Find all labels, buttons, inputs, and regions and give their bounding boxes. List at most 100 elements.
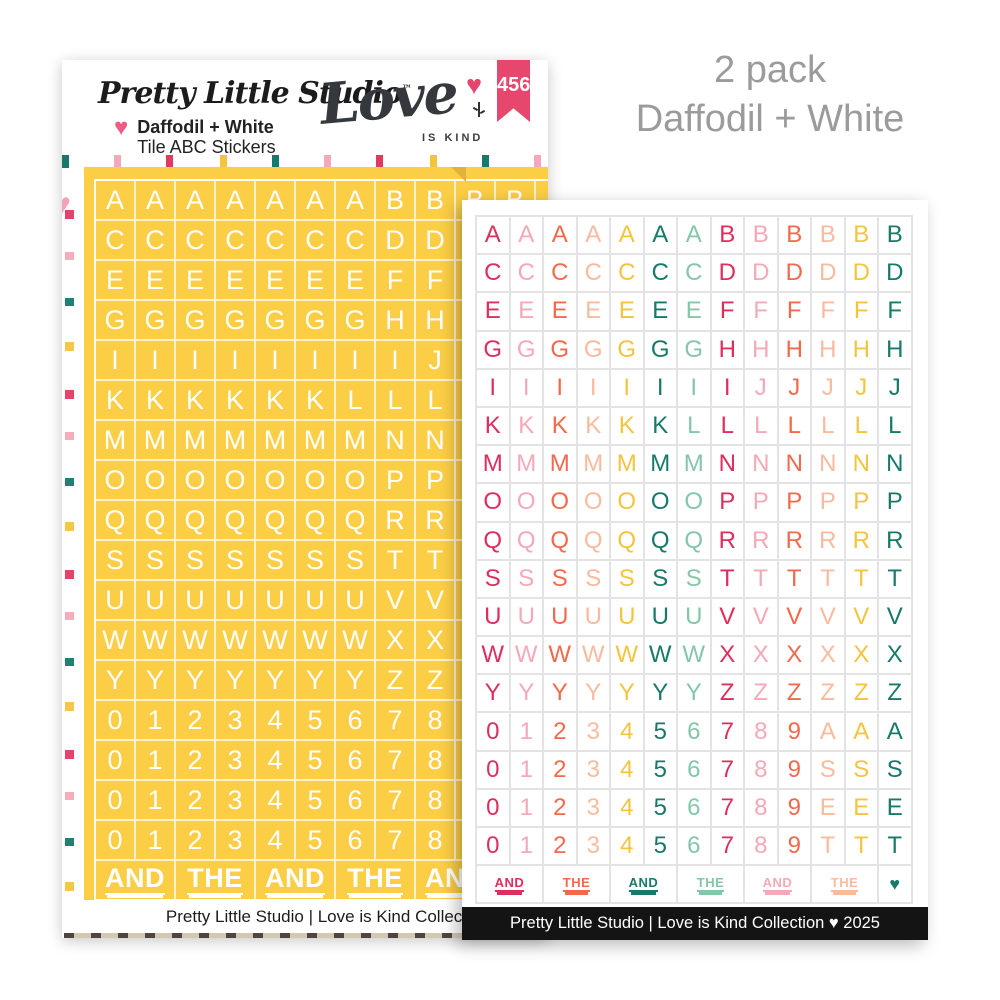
sticker-tile: 7 — [376, 701, 414, 739]
sticker-tile: 4 — [256, 821, 294, 859]
sticker-tile: 2 — [176, 701, 214, 739]
sticker-tile: N — [778, 446, 810, 483]
sticker-tile: 5 — [644, 751, 676, 788]
sticker-tile: 2 — [544, 828, 576, 865]
sticker-tile: 9 — [778, 713, 810, 750]
sticker-tile: 8 — [416, 701, 454, 739]
sticker-tile: U — [678, 598, 710, 636]
sticker-tile: Y — [296, 661, 334, 699]
sticker-tile: S — [176, 541, 214, 579]
sticker-tile: C — [336, 221, 374, 259]
sticker-tile: Q — [477, 522, 509, 559]
collection-logo-subtitle: IS KIND — [422, 132, 484, 144]
sticker-tile: H — [745, 331, 777, 368]
sticker-tile: G — [136, 301, 174, 339]
sticker-tile: M — [477, 446, 509, 483]
word-sticker-tile: THE — [336, 861, 414, 899]
package-header: Pretty Little Studio™ ♥ Daffodil + White… — [62, 60, 548, 158]
word-sticker-tile: AND — [477, 866, 542, 903]
sticker-tile: 4 — [611, 713, 643, 750]
sticker-tile: X — [416, 621, 454, 659]
sticker-tile: K — [256, 381, 294, 419]
sticker-tile: N — [376, 421, 414, 459]
sticker-tile: K — [577, 407, 609, 445]
sticker-tile: A — [577, 217, 609, 254]
sticker-tile: H — [376, 301, 414, 339]
sticker-tile: T — [812, 828, 844, 865]
sticker-tile: R — [778, 522, 810, 559]
sticker-tile: T — [879, 828, 911, 865]
sticker-tile: X — [778, 637, 810, 674]
sticker-tile: U — [96, 581, 134, 619]
sticker-tile: Q — [296, 501, 334, 539]
sticker-tile: I — [544, 369, 576, 406]
sticker-tile: 7 — [711, 828, 743, 865]
sticker-tile: A — [845, 713, 877, 750]
sticker-tile: C — [256, 221, 294, 259]
sticker-tile: S — [845, 751, 877, 788]
sticker-tile: Q — [256, 501, 294, 539]
sticker-tile: T — [376, 541, 414, 579]
sticker-tile: J — [778, 369, 810, 406]
sticker-tile: A — [477, 217, 509, 254]
sticker-tile: Y — [611, 675, 643, 712]
brand-name: Pretty Little Studio™ — [98, 76, 412, 111]
trademark-symbol: ™ — [401, 84, 412, 95]
sticker-tile: A — [176, 181, 214, 219]
sticker-tile: A — [678, 217, 710, 254]
sticker-tile: E — [136, 261, 174, 299]
sticker-tile: A — [644, 217, 676, 254]
sticker-tile: N — [879, 446, 911, 483]
sticker-tile: 1 — [136, 741, 174, 779]
sticker-tile: C — [216, 221, 254, 259]
sticker-tile: V — [812, 598, 844, 636]
product-title-block: ♥ Daffodil + White Tile ABC Stickers — [114, 116, 276, 158]
sticker-tile: Y — [477, 675, 509, 712]
sticker-tile: 6 — [336, 741, 374, 779]
heart-flower-icon: ♥ — [466, 70, 483, 100]
sticker-tile: G — [336, 301, 374, 339]
sticker-tile: S — [136, 541, 174, 579]
sticker-tile: K — [96, 381, 134, 419]
pack-caption-line1: 2 pack — [714, 49, 826, 91]
sticker-tile: G — [678, 331, 710, 368]
sticker-tile: L — [845, 407, 877, 445]
sticker-tile: B — [745, 217, 777, 254]
sticker-tile: L — [778, 407, 810, 445]
sticker-tile: Z — [745, 675, 777, 712]
sticker-tile: 4 — [611, 751, 643, 788]
word-sticker-tile: THE — [678, 866, 743, 903]
sticker-tile: Y — [176, 661, 214, 699]
sticker-tile: M — [544, 446, 576, 483]
sticker-tile: 1 — [136, 821, 174, 859]
sticker-tile: U — [510, 598, 542, 636]
sticker-tile: 0 — [96, 821, 134, 859]
sticker-tile: Q — [176, 501, 214, 539]
pack-caption-line2: Daffodil + White — [635, 97, 905, 140]
sticker-tile: F — [711, 293, 743, 330]
sticker-tile: 7 — [376, 821, 414, 859]
sticker-tile: B — [778, 217, 810, 254]
sticker-tile: 5 — [296, 701, 334, 739]
sticker-tile: J — [745, 369, 777, 406]
sticker-tile: L — [376, 381, 414, 419]
sticker-tile: E — [544, 293, 576, 330]
sticker-tile: 0 — [477, 789, 509, 826]
sticker-tile: W — [644, 637, 676, 674]
sticker-tile: 8 — [745, 789, 777, 826]
sticker-tile: B — [416, 181, 454, 219]
word-sticker-text: AND — [105, 863, 165, 895]
sticker-tile: U — [336, 581, 374, 619]
sticker-tile: Z — [376, 661, 414, 699]
sticker-tile: G — [296, 301, 334, 339]
sticker-tile: F — [778, 293, 810, 330]
sticker-tile: C — [477, 255, 509, 292]
sticker-tile: F — [812, 293, 844, 330]
sticker-tile: D — [778, 255, 810, 292]
sticker-tile: C — [544, 255, 576, 292]
sticker-tile: W — [176, 621, 214, 659]
sticker-tile: I — [336, 341, 374, 379]
sticker-tile: 6 — [336, 701, 374, 739]
sticker-tile: C — [577, 255, 609, 292]
sticker-tile: L — [711, 407, 743, 445]
